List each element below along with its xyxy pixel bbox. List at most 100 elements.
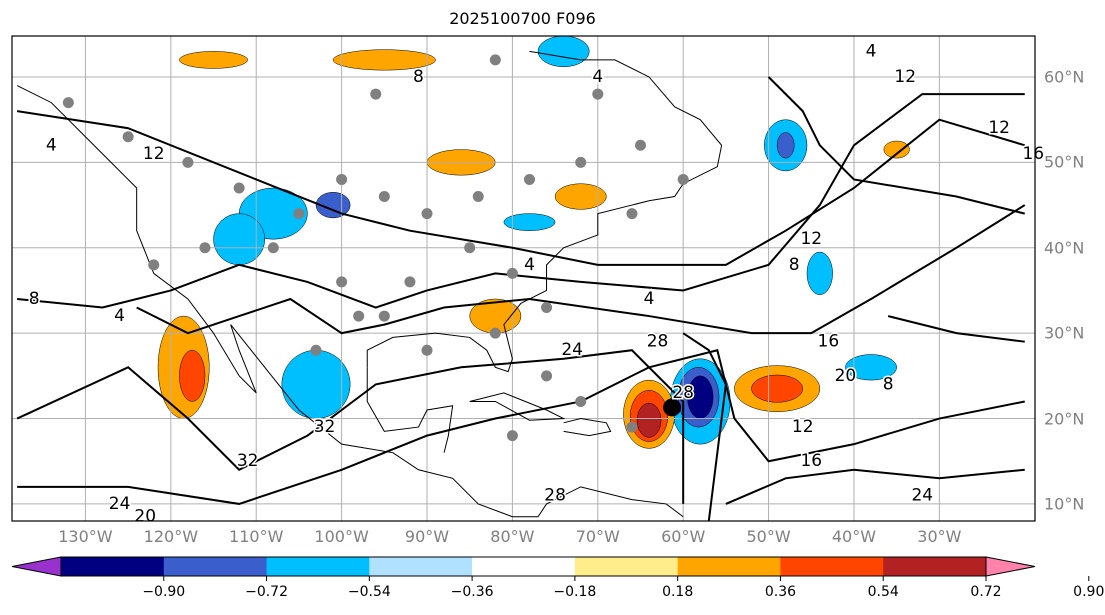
colorbar-swatch xyxy=(266,557,370,576)
shaded-region xyxy=(537,35,590,67)
station-dot xyxy=(199,242,211,254)
station-dots xyxy=(62,54,689,442)
colorbar-frame xyxy=(60,556,987,577)
contour-label: 4 xyxy=(524,255,535,275)
contour-label: 28 xyxy=(672,383,694,403)
coastline xyxy=(469,392,566,421)
colorbar-tick-label: 0.36 xyxy=(764,584,797,600)
station-dot xyxy=(592,88,604,100)
colorbar-tick-label: 0.72 xyxy=(970,584,1002,600)
station-dot xyxy=(148,259,160,271)
coastline xyxy=(16,85,684,518)
lat-tick-label: 20°N xyxy=(1044,409,1085,429)
contour-label: 12 xyxy=(792,417,814,437)
colorbar-tick-label: −0.18 xyxy=(553,584,597,600)
station-dot xyxy=(472,191,484,203)
lon-tick-label: 30°W xyxy=(917,527,962,546)
shaded-region xyxy=(845,354,897,381)
map-frame xyxy=(11,35,1036,522)
shaded-region xyxy=(554,183,607,210)
station-dot xyxy=(404,276,416,288)
lat-tick-label: 40°N xyxy=(1044,238,1085,258)
contour-label: 12 xyxy=(800,229,822,249)
contour-label: 8 xyxy=(789,255,800,275)
colorbar-tick-label: −0.54 xyxy=(347,584,391,600)
station-dot xyxy=(310,344,322,356)
station-dot xyxy=(489,54,501,66)
colorbar-swatch xyxy=(163,557,268,576)
coastline xyxy=(366,367,454,453)
lon-tick-label: 80°W xyxy=(490,527,535,546)
contour-label: 4 xyxy=(592,67,603,87)
contour-label: 24 xyxy=(911,485,933,505)
station-dot xyxy=(336,276,348,288)
station-dot xyxy=(370,88,382,100)
colorbar-swatch xyxy=(677,557,781,576)
contour-line xyxy=(17,349,1025,505)
station-dot xyxy=(378,191,390,203)
station-dot xyxy=(506,267,518,279)
contour-label: 16 xyxy=(818,332,840,352)
contour-line xyxy=(16,110,1026,266)
contour-line xyxy=(17,93,1025,309)
colorbar-tick-label: −0.90 xyxy=(142,584,186,600)
colorbar-tick-label: −0.36 xyxy=(450,584,494,600)
station-dot xyxy=(267,242,279,254)
contour-label: 12 xyxy=(894,67,916,87)
colorbar-tick-label: 0.18 xyxy=(662,584,694,600)
station-dot xyxy=(626,208,638,220)
shaded-field xyxy=(157,35,910,449)
station-dot xyxy=(421,208,433,220)
station-dot xyxy=(464,242,476,254)
contour-label: 8 xyxy=(883,374,894,394)
station-dot xyxy=(62,97,74,109)
lon-tick-label: 70°W xyxy=(575,527,620,546)
lon-tick-label: 130°W xyxy=(58,527,113,546)
lon-tick-label: 50°W xyxy=(746,527,791,546)
contour-label: 20 xyxy=(835,366,857,386)
contour-line xyxy=(887,315,1025,343)
lon-tick-label: 100°W xyxy=(314,527,369,546)
contour-label: 16 xyxy=(800,451,822,471)
shaded-region xyxy=(883,140,910,159)
lon-tick-label: 90°W xyxy=(404,527,450,546)
colorbar-tick-label: 0.54 xyxy=(867,584,899,600)
colorbar-swatch xyxy=(780,557,884,576)
station-dot xyxy=(634,139,646,151)
colorbar-extend-high xyxy=(985,556,1036,577)
shaded-region xyxy=(213,213,266,266)
lat-tick-label: 10°N xyxy=(1044,494,1085,514)
colorbar-swatch xyxy=(472,557,576,576)
shaded-region xyxy=(636,402,662,438)
station-dot xyxy=(233,182,245,194)
station-dot xyxy=(626,421,638,433)
station-dot xyxy=(353,310,365,322)
gridlines xyxy=(12,36,1035,521)
station-dot xyxy=(575,395,587,407)
colorbar-extend-low xyxy=(11,556,62,577)
station-dot xyxy=(378,310,390,322)
contour-label: 32 xyxy=(314,417,336,437)
colorbar-swatch xyxy=(61,557,165,576)
contours xyxy=(16,76,1026,522)
contour-label: 32 xyxy=(237,451,259,471)
colorbar-swatch xyxy=(369,557,473,576)
station-dot xyxy=(541,370,553,382)
shaded-region xyxy=(179,51,248,69)
contour-label: 24 xyxy=(561,340,583,360)
contour-label: 16 xyxy=(1022,144,1044,164)
station-dot xyxy=(421,344,433,356)
shaded-region xyxy=(776,132,795,159)
shaded-region xyxy=(179,349,206,402)
contour-label: 20 xyxy=(134,507,156,527)
lon-tick-label: 40°W xyxy=(831,527,877,546)
coastline xyxy=(366,50,723,373)
shaded-region xyxy=(503,213,556,231)
station-dot xyxy=(506,430,518,442)
contour-line xyxy=(725,468,1025,505)
coastline xyxy=(563,418,612,437)
coastlines xyxy=(16,50,723,518)
station-dot xyxy=(336,173,348,185)
